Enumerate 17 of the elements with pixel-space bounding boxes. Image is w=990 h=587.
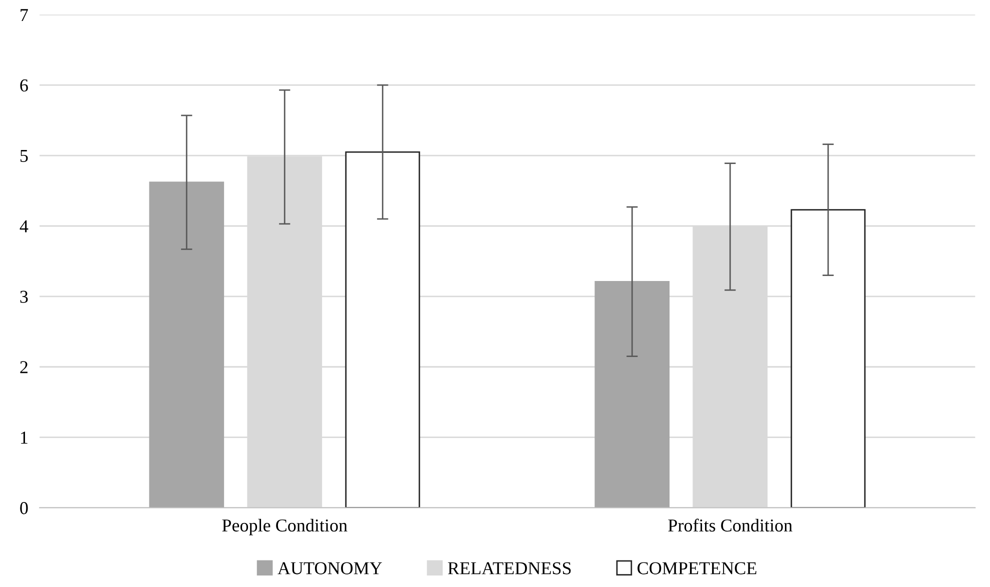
y-tick-label: 4 — [20, 220, 28, 232]
legend-label: AUTONOMY — [278, 562, 382, 574]
y-tick-label: 2 — [20, 361, 28, 374]
x-tick-label: Profits Condition — [668, 518, 792, 532]
bar — [345, 151, 420, 508]
y-tick-label: 5 — [20, 150, 28, 162]
x-tick-label: People Condition — [222, 518, 348, 536]
y-tick-label: 1 — [21, 432, 28, 444]
bar — [594, 280, 670, 508]
legend-label: RELATEDNESS — [448, 562, 571, 574]
y-tick-label: 6 — [20, 79, 28, 92]
legend-label: COMPETENCE — [638, 562, 756, 574]
bar — [790, 209, 866, 508]
y-tick-label: 7 — [20, 9, 28, 21]
bar — [149, 182, 224, 508]
y-tick-label: 3 — [20, 290, 28, 303]
y-tick-label: 0 — [20, 502, 28, 514]
